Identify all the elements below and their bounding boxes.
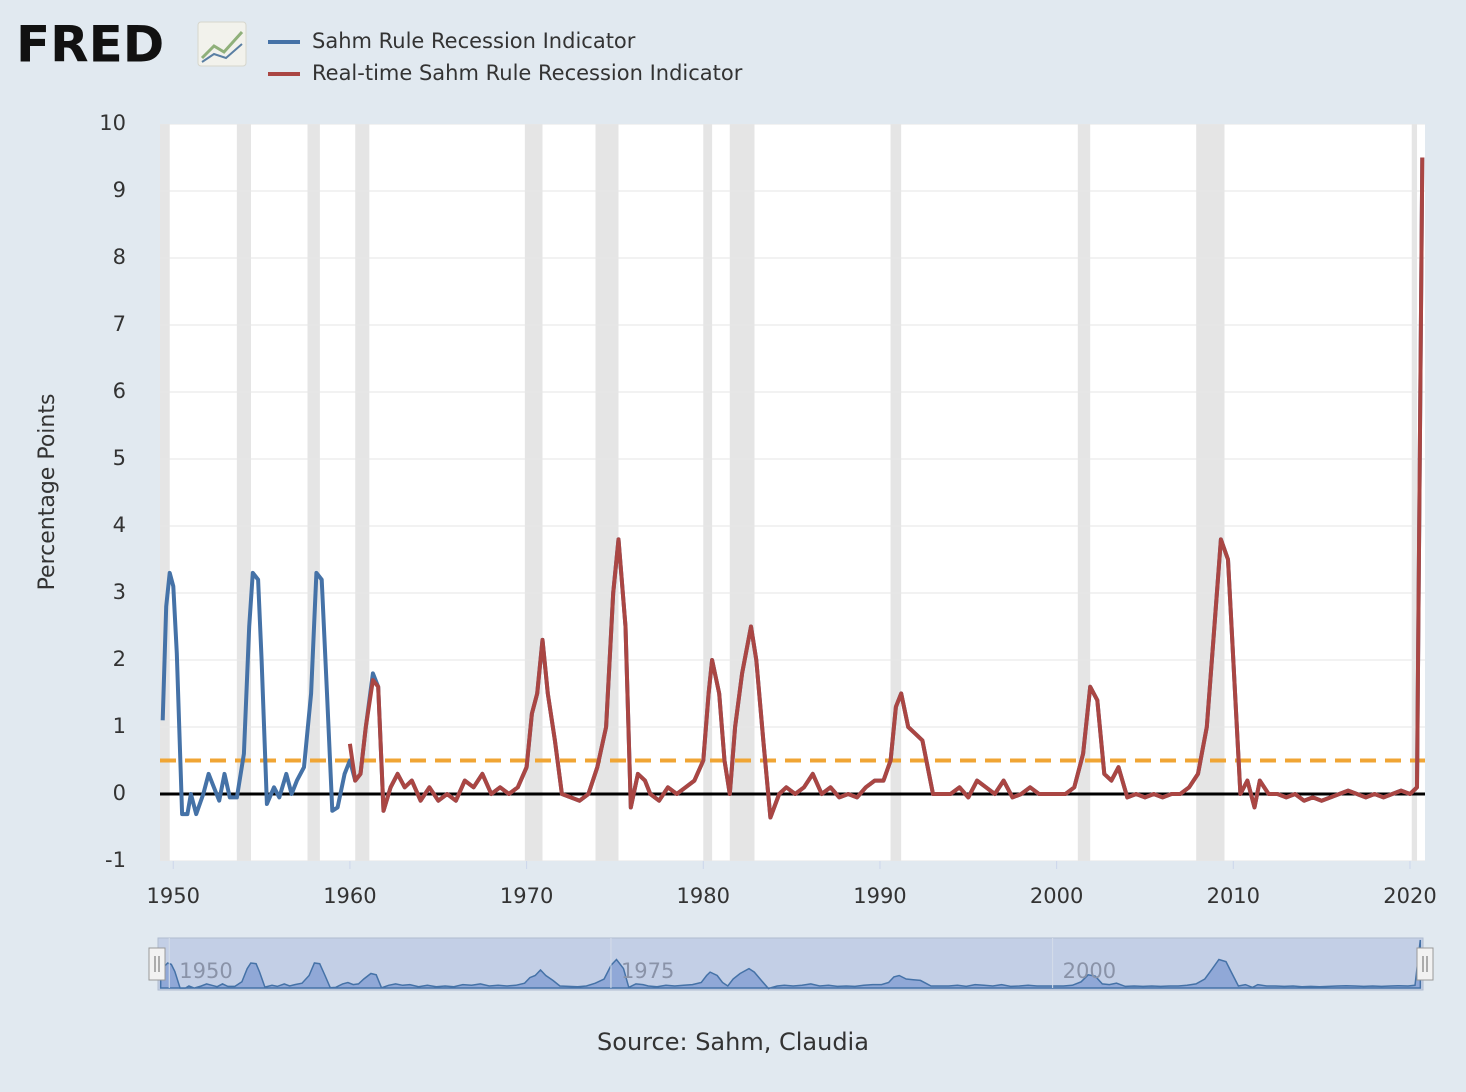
y-tick-label: 1: [113, 714, 126, 738]
y-tick-label: 4: [113, 513, 126, 537]
recession-band: [160, 124, 170, 861]
y-tick-label: 6: [113, 379, 126, 403]
x-tick-label: 1960: [323, 884, 376, 908]
source: Source: Sahm, Claudia: [597, 1028, 869, 1056]
navigator-label: 2000: [1063, 959, 1116, 983]
recession-band: [703, 124, 713, 861]
x-tick-label: 1970: [500, 884, 553, 908]
y-tick-label: 7: [113, 312, 126, 336]
x-tick-label: 1980: [677, 884, 730, 908]
recession-band: [890, 124, 902, 861]
recession-band: [1411, 124, 1418, 861]
y-tick-label: 10: [99, 111, 126, 135]
logo: FRED: [16, 16, 164, 74]
legend-label: Real-time Sahm Rule Recession Indicator: [312, 61, 743, 85]
recession-band: [307, 124, 320, 861]
series-line: [347, 157, 1425, 820]
y-tick-label: 5: [113, 446, 126, 470]
legend-label: Sahm Rule Recession Indicator: [312, 29, 636, 53]
x-tick-label: 2000: [1030, 884, 1083, 908]
navigator-handle-left[interactable]: [148, 947, 166, 981]
y-tick-label: 0: [113, 781, 126, 805]
navigator-label: 1975: [621, 959, 674, 983]
y-tick-label: -1: [105, 848, 126, 872]
x-tick-label: 2020: [1383, 884, 1436, 908]
navigator-handle-right[interactable]: [1416, 947, 1434, 981]
recession-band: [595, 124, 619, 861]
y-tick-label: 9: [113, 178, 126, 202]
x-tick-label: 2010: [1207, 884, 1260, 908]
plot: [160, 124, 1425, 861]
y-axis-title: Percentage Points: [35, 394, 60, 591]
x-tick-label: 1950: [147, 884, 200, 908]
y-tick-label: 8: [113, 245, 126, 269]
y-tick-label: 2: [113, 647, 126, 671]
recession-band: [1196, 124, 1225, 861]
navigator-label: 1950: [179, 959, 232, 983]
logo-icon: [197, 21, 247, 67]
navigator-area: [159, 939, 1422, 990]
x-tick-label: 1990: [853, 884, 906, 908]
y-tick-label: 3: [113, 580, 126, 604]
recession-band: [355, 124, 370, 861]
recession-band: [1077, 124, 1091, 861]
